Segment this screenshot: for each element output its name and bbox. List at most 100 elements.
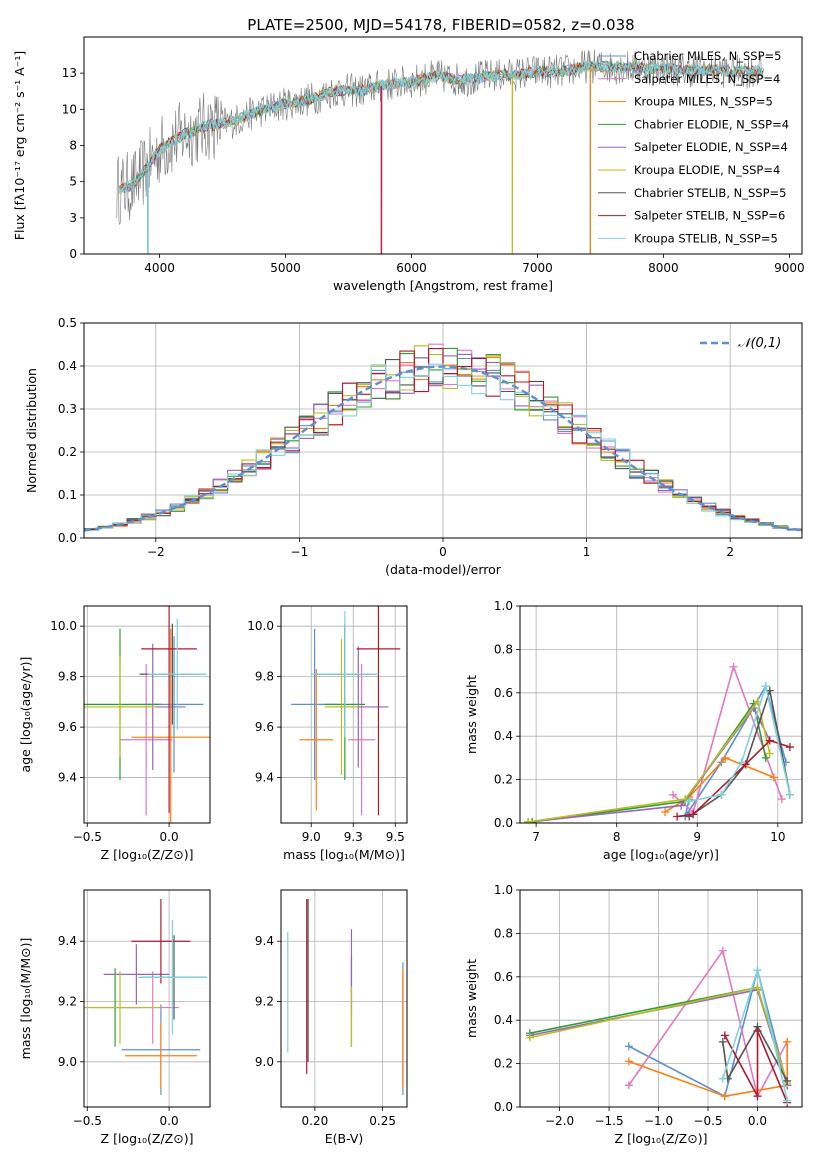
y-tick-label-1: 3 [69,211,77,225]
age-vs-z-panel: −0.5 0.0 9.4 9.6 9.8 10.0 Z [log₁₀(Z/Z⊙)] age [… [18,605,211,862]
weight-marker-7-4 [785,743,794,752]
weight-marker-0-0 [624,1042,633,1051]
weight-marker-6-0 [718,1037,727,1046]
y-tick-label-2: 9.8 [58,670,77,684]
legend-label-8: Kroupa STELIB, N_SSP=5 [634,231,778,245]
model-spectrum-line-8 [119,59,764,194]
y-tick-label-0: 0 [69,247,77,261]
x-axis-label: age [log₁₀(age/yr)] [603,847,719,862]
weight-marker-3-3 [761,753,770,762]
x-tick-label-1: −1.5 [594,1114,623,1128]
weight-line-2 [664,756,775,813]
y-tick-label-2: 0.2 [58,445,77,459]
age-vs-mass-panel: 9.0 9.3 9.5 9.4 9.6 9.8 10.0 mass [log₁₀(M/M⊙)] [247,605,408,862]
axes-frame [83,322,803,539]
x-axis-label: wavelength [Angstrom, rest frame] [333,278,553,293]
weight-marker-8-4 [785,790,794,799]
x-tick-label-0: 9.0 [302,830,321,844]
y-tick-label-2: 0.4 [494,1013,513,1027]
y-tick-label-2: 9.4 [58,934,77,948]
y-tick-label-1: 0.2 [494,773,513,787]
x-tick-label-0: 0.20 [302,1114,329,1128]
y-tick-label-3: 8 [69,139,77,153]
y-axis-label: mass weight [464,959,479,1038]
weight-marker-2-0 [661,808,670,817]
x-tick-label-2: −1.0 [644,1114,673,1128]
x-tick-label-0: −0.5 [73,1114,102,1128]
weight-marker-1-0 [669,790,678,799]
y-tick-label-2: 0.4 [494,729,513,743]
y-tick-label-1: 9.6 [255,720,274,734]
y-tick-label-1: 9.2 [58,995,77,1009]
weight-marker-1-2 [729,662,738,671]
legend-label-5: Kroupa ELODIE, N_SSP=4 [634,163,780,177]
weight-marker-1-1 [718,946,727,955]
x-tick-label-2: 6000 [396,261,427,275]
model-spectrum-line-3 [118,60,764,254]
weight-marker-2-1 [720,1092,729,1101]
y-tick-label-0: 9.0 [58,1055,77,1069]
y-tick-label-1: 0.2 [494,1057,513,1071]
x-tick-label-3: −0.5 [693,1114,722,1128]
weight-marker-8-2 [783,1096,792,1105]
x-tick-label-3: 7000 [522,261,553,275]
plot-area [291,606,401,816]
legend-label-normal: 𝒩(0,1) [738,336,781,351]
x-tick-label-0: 4000 [144,261,175,275]
weight-marker-2-2 [721,753,730,762]
y-axis-label: Flux [fλ10⁻¹⁷ erg cm⁻² s⁻¹ A⁻¹] [12,51,27,240]
weight-vs-z-panel: −2.0 −1.5 −1.0 −0.5 0.0 0.0 0.2 0.4 0.6 0.8 1.0 Z [… [464,883,803,1146]
x-tick-label-0: −2 [147,545,165,559]
axes-frame [519,889,803,1108]
y-tick-label-1: 9.6 [58,720,77,734]
weight-marker-1-3 [777,795,786,804]
model-spectrum-line-1 [118,59,764,254]
x-tick-label-3: 10 [770,830,785,844]
weight-line-0 [628,967,788,1098]
x-tick-label-1: 8 [613,830,621,844]
legend-label-2: Kroupa MILES, N_SSP=5 [634,95,773,109]
weight-marker-7-2 [741,760,750,769]
x-axis-label: Z [log₁₀(Z/Z⊙)] [101,847,194,862]
y-tick-label-0: 0.0 [58,531,77,545]
model-spectrum-line-0 [119,61,764,254]
legend-label-1: Salpeter MILES, N_SSP=4 [634,72,780,86]
weight-marker-8-3 [761,682,770,691]
plot-area [524,662,794,823]
normal-reference-curve [84,365,802,532]
x-tick-label-1: 0.0 [160,1114,179,1128]
x-tick-label-1: 5000 [270,261,301,275]
y-tick-label-2: 9.4 [255,934,274,948]
y-tick-label-0: 0.0 [494,816,513,830]
x-axis-label: E(B-V) [325,1131,364,1146]
y-tick-label-3: 0.3 [58,402,77,416]
weight-marker-7-1 [753,1092,762,1101]
y-tick-label-3: 10.0 [50,619,77,633]
y-tick-label-4: 0.8 [494,642,513,656]
axes-frame [519,605,803,824]
weight-marker-2-3 [783,1037,792,1046]
model-spectrum-line-2 [119,61,764,254]
plot-area [287,899,404,1095]
residuals-panel: −2 −1 0 1 2 0.0 0.1 0.2 0.3 0.4 0.5 (data-model)/er… [24,316,803,577]
legend-label-3: Chabrier ELODIE, N_SSP=4 [634,117,789,131]
y-tick-label-0: 0.0 [494,1100,513,1114]
plot-area [525,946,792,1107]
figure-title: PLATE=2500, MJD=54178, FIBERID=0582, z=0… [247,16,634,34]
x-tick-label-2: 0 [439,545,447,559]
y-tick-label-5: 1.0 [494,883,513,897]
y-axis-label: mass [log₁₀(M/M⊙)] [18,938,33,1060]
x-tick-label-4: 8000 [648,261,679,275]
legend-label-4: Salpeter ELODIE, N_SSP=4 [634,140,788,154]
plot-area [116,49,765,254]
y-tick-label-0: 9.0 [255,1055,274,1069]
legend-label-7: Salpeter STELIB, N_SSP=6 [634,209,785,223]
axes-frame [83,889,211,1108]
y-axis-label: mass weight [464,675,479,754]
weight-marker-6-3 [783,1076,792,1085]
plot-area [84,899,207,1095]
weight-marker-8-1 [717,790,726,799]
y-tick-label-5: 1.0 [494,599,513,613]
weight-marker-7-3 [765,736,774,745]
weight-marker-5-0 [524,817,533,823]
